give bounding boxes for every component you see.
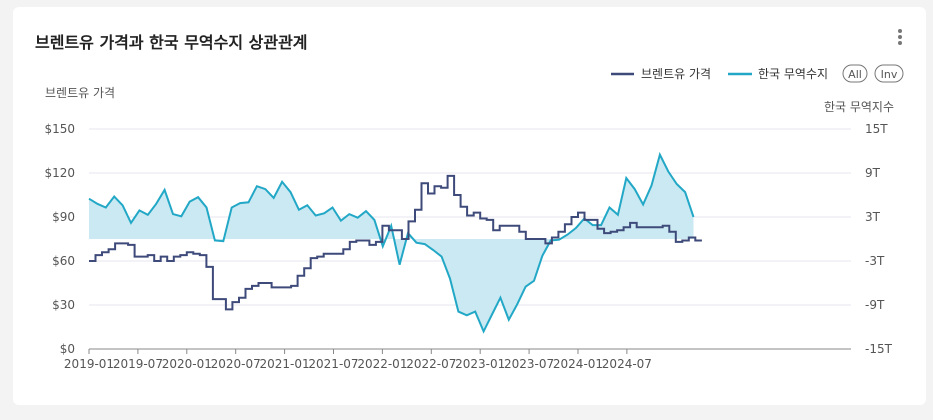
x-tick-label: 2022-07 <box>406 357 456 371</box>
y-axis-left-label: 브렌트유 가격 <box>45 86 115 100</box>
y-right-tick-label: 15T <box>865 122 888 136</box>
y-left-tick-label: $90 <box>52 210 75 224</box>
x-tick-label: 2021-01 <box>260 357 310 371</box>
x-tick-label: 2020-07 <box>211 357 261 371</box>
x-tick-label: 2024-01 <box>553 357 603 371</box>
inv-button-label: Inv <box>881 68 898 81</box>
y-left-tick-label: $150 <box>44 122 75 136</box>
x-tick-label: 2022-01 <box>357 357 407 371</box>
y-right-tick-label: 3T <box>865 210 881 224</box>
legend: 브렌트유 가격 한국 무역수지 All Inv <box>611 65 903 82</box>
x-tick-label: 2021-07 <box>308 357 358 371</box>
y-left-tick-label: $0 <box>60 342 75 356</box>
x-tick-label: 2019-07 <box>113 357 163 371</box>
x-tick-label: 2020-01 <box>162 357 212 371</box>
y-left-tick-label: $30 <box>52 298 75 312</box>
x-tick-label: 2023-01 <box>455 357 505 371</box>
x-tick-label: 2024-07 <box>602 357 652 371</box>
x-tick-label: 2019-01 <box>64 357 114 371</box>
y-axis-right-label: 한국 무역지수 <box>824 100 894 114</box>
y-right-tick-label: 9T <box>865 166 881 180</box>
y-right-tick-label: -15T <box>865 342 893 356</box>
x-tick-label: 2023-07 <box>504 357 554 371</box>
legend-label-trade[interactable]: 한국 무역수지 <box>758 67 828 81</box>
legend-label-price[interactable]: 브렌트유 가격 <box>641 67 711 81</box>
y-right-tick-label: -9T <box>865 298 885 312</box>
all-button-label: All <box>848 68 862 81</box>
y-left-tick-label: $60 <box>52 254 75 268</box>
y-right-tick-label: -3T <box>865 254 885 268</box>
y-left-tick-label: $120 <box>44 166 75 180</box>
